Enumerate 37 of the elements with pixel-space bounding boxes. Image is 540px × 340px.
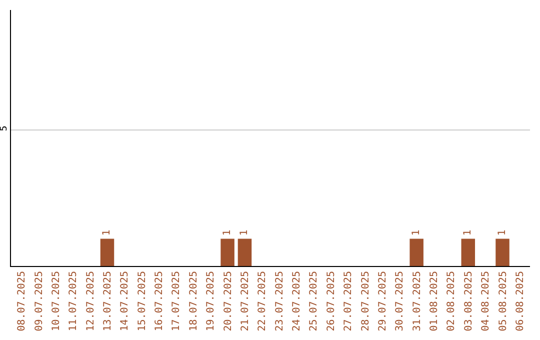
x-tick-label: 02.08.2025 [446,271,458,332]
x-tick-label: 11.07.2025 [68,271,80,332]
data-label: 1 [462,230,474,236]
data-label: 1 [222,230,234,236]
x-tick-label: 20.07.2025 [222,271,234,332]
x-tick-label: 12.07.2025 [85,271,96,332]
x-tick-label: 05.08.2025 [498,271,509,332]
y-tick-label: 5 [0,126,10,132]
x-tick-label: 19.07.2025 [206,271,217,332]
x-tick-label: 24.07.2025 [292,271,303,332]
x-tick-label: 03.08.2025 [463,271,474,332]
x-tick-label: 23.07.2025 [274,271,286,332]
x-tick-label: 28.07.2025 [360,271,372,332]
x-tick-label: 16.07.2025 [154,271,166,332]
x-tick-label: 06.08.2025 [514,271,526,332]
x-tick-label: 27.07.2025 [343,271,354,332]
x-tick-label: 30.07.2025 [394,271,406,332]
x-tick-label: 09.07.2025 [34,271,45,332]
x-tick-label: 01.08.2025 [429,271,440,332]
x-tick-label: 29.07.2025 [377,271,388,332]
data-label: 1 [239,230,250,236]
data-label: 1 [102,230,113,236]
x-tick-label: 25.07.2025 [308,271,320,332]
data-label: 1 [411,230,422,236]
x-tick-label: 26.07.2025 [326,271,337,332]
data-label: 1 [497,230,508,236]
x-tick-label: 04.08.2025 [480,271,492,332]
x-tick-label: 18.07.2025 [188,271,200,332]
x-tick-label: 10.07.2025 [50,271,62,332]
x-tick-label: 17.07.2025 [171,271,182,332]
x-tick-label: 15.07.2025 [136,271,148,332]
x-tick-label: 22.07.2025 [257,271,268,332]
x-tick-label: 31.07.2025 [412,271,423,332]
x-tick-label: 14.07.2025 [120,271,131,332]
x-tick-label: 08.07.2025 [16,271,28,332]
x-tick-label: 21.07.2025 [240,271,251,332]
x-tick-label: 13.07.2025 [102,271,114,332]
